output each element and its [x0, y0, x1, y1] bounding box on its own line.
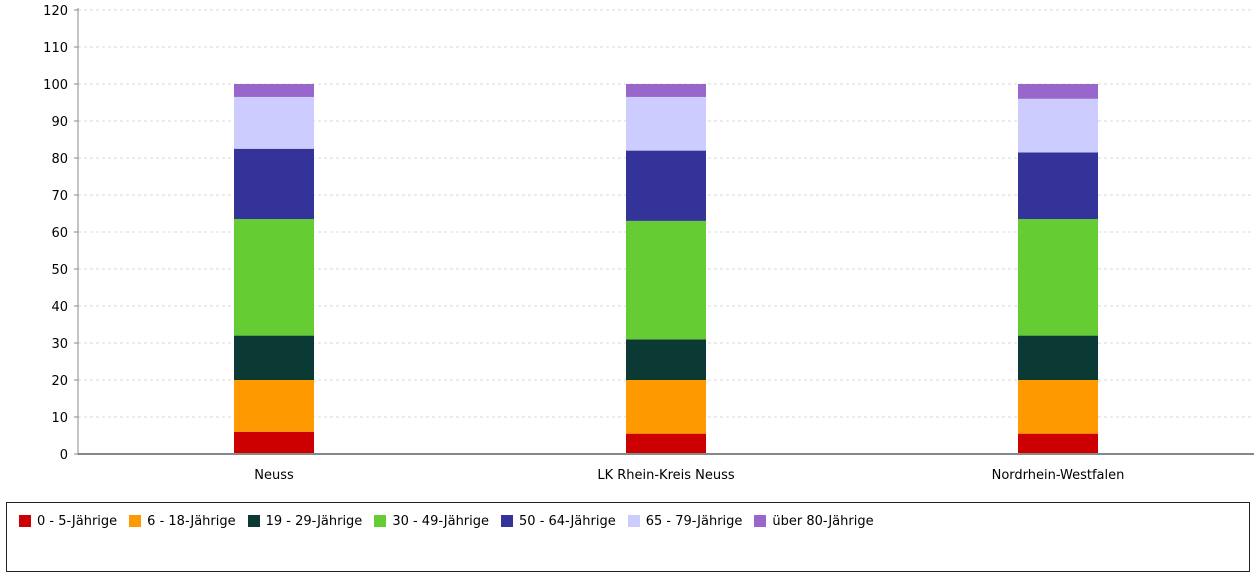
- bar-segment: [234, 380, 314, 432]
- x-axis-labels: Neuss LK Rhein-Kreis Neuss Nordrhein-Westf…: [254, 468, 1124, 483]
- legend: 0 - 5-Jährige 6 - 18-Jährige 19 - 29-Jähri…: [6, 502, 1250, 572]
- y-axis-ticks: 0 10 20 30 40 50 60 70 80 90 100 110 120: [43, 4, 78, 463]
- legend-item: 50 - 64-Jährige: [501, 510, 616, 532]
- y-tick-label: 80: [51, 152, 68, 167]
- bar-segment: [626, 96, 706, 151]
- bar-segment: [1018, 84, 1098, 99]
- legend-swatch: [501, 515, 514, 527]
- bar-segment: [234, 335, 314, 380]
- bar-segment: [626, 380, 706, 434]
- legend-swatch: [374, 515, 387, 527]
- bar-segment: [234, 431, 314, 454]
- bar-segment: [1018, 380, 1098, 434]
- legend-item: 0 - 5-Jährige: [19, 510, 117, 532]
- y-tick-label: 50: [51, 263, 68, 278]
- legend-label: 6 - 18-Jährige: [147, 513, 236, 529]
- legend-swatch: [129, 515, 142, 527]
- bar-segment: [626, 150, 706, 221]
- y-tick-label: 0: [60, 448, 68, 463]
- bar-segment: [626, 220, 706, 340]
- legend-swatch: [627, 515, 640, 527]
- legend-label: über 80-Jährige: [772, 513, 874, 529]
- y-tick-label: 90: [51, 115, 68, 130]
- bar-segment: [1018, 433, 1098, 454]
- x-category-label: Nordrhein-Westfalen: [992, 468, 1125, 483]
- legend-swatch: [247, 515, 260, 527]
- stacked-bar-chart: 0 10 20 30 40 50 60 70 80 90 100 110 120 Neuss LK Rhe…: [43, 4, 1254, 483]
- bar-segment: [234, 96, 314, 149]
- legend-label: 50 - 64-Jährige: [519, 513, 616, 529]
- y-tick-label: 110: [43, 41, 68, 56]
- bar-segment: [626, 339, 706, 380]
- bar-segment: [1018, 335, 1098, 380]
- legend-item: über 80-Jährige: [754, 510, 874, 532]
- legend-item: 30 - 49-Jährige: [374, 510, 489, 532]
- y-tick-label: 20: [51, 374, 68, 389]
- bar-segment: [1018, 98, 1098, 153]
- legend-item: 6 - 18-Jährige: [129, 510, 236, 532]
- legend-label: 0 - 5-Jährige: [37, 513, 118, 529]
- bar-segment: [234, 219, 314, 336]
- bar-segment: [234, 84, 314, 97]
- legend-label: 65 - 79-Jährige: [645, 513, 743, 529]
- y-tick-label: 100: [43, 78, 68, 93]
- y-tick-label: 40: [51, 300, 68, 315]
- y-tick-label: 60: [51, 226, 68, 241]
- bar-segment: [626, 84, 706, 97]
- bar-segment: [234, 148, 314, 220]
- y-tick-label: 120: [43, 4, 68, 19]
- y-tick-label: 10: [51, 411, 68, 426]
- legend-label: 19 - 29-Jährige: [265, 513, 363, 529]
- legend-item: 19 - 29-Jährige: [247, 510, 363, 532]
- legend-label: 30 - 49-Jährige: [392, 513, 490, 529]
- legend-item: 65 - 79-Jährige: [627, 510, 743, 532]
- bar-segment: [1018, 219, 1098, 336]
- bar-segment: [626, 433, 706, 454]
- y-tick-label: 70: [51, 189, 68, 204]
- bars: [234, 84, 1098, 454]
- x-category-label: LK Rhein-Kreis Neuss: [597, 468, 735, 483]
- x-category-label: Neuss: [254, 468, 294, 483]
- y-tick-label: 30: [51, 337, 68, 352]
- legend-swatch: [19, 515, 31, 527]
- bar-segment: [1018, 152, 1098, 220]
- legend-swatch: [754, 515, 767, 527]
